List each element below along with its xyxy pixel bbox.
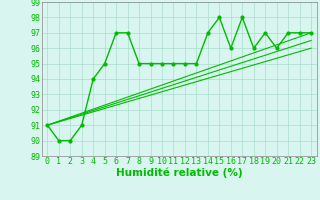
X-axis label: Humidité relative (%): Humidité relative (%): [116, 168, 243, 178]
